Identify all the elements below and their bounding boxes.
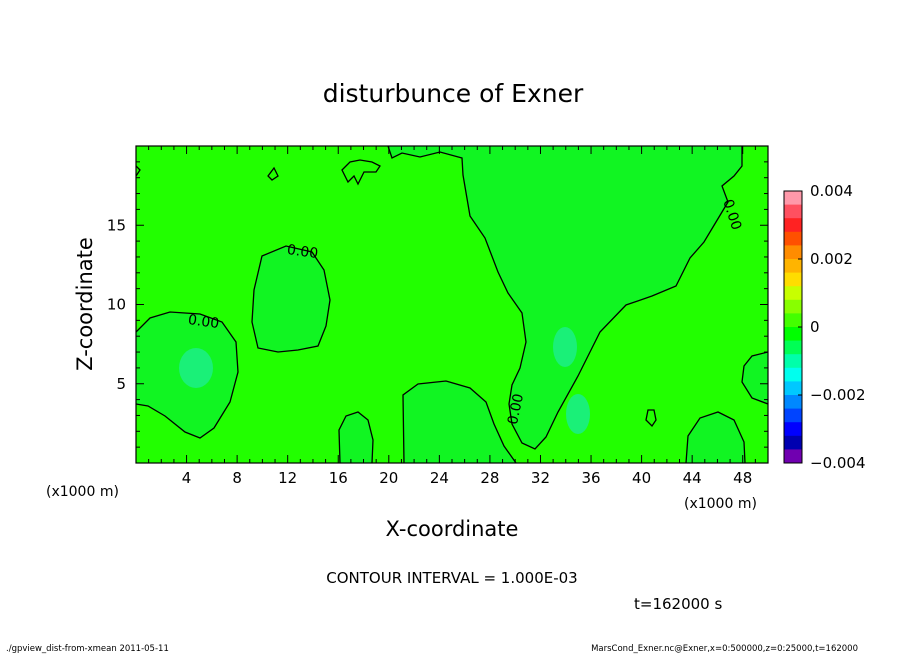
x-unit-label: (x1000 m)	[684, 496, 757, 512]
x-tick-label: 12	[278, 469, 297, 487]
chart-title: disturbunce of Exner	[323, 79, 584, 108]
colorbar-label: −0.004	[810, 454, 866, 472]
colorbar-cells	[784, 191, 802, 464]
negative-region-bottom-2	[403, 381, 516, 463]
colorbar-cell	[784, 327, 802, 342]
y-unit-label: (x1000 m)	[46, 484, 119, 500]
minimum-blob-center-lower	[566, 394, 590, 434]
minimum-blob-left	[179, 348, 213, 388]
contour-top-wiggle	[341, 159, 381, 186]
x-tick-label: 28	[480, 469, 499, 487]
colorbar-cell	[784, 286, 802, 301]
colorbar-cell	[784, 449, 802, 464]
colorbar-cell	[784, 340, 802, 355]
x-tick-label: 4	[182, 469, 192, 487]
colorbar-cell	[784, 218, 802, 233]
colorbar-cell	[784, 272, 802, 287]
y-axis-label: Z-coordinate	[73, 237, 97, 371]
negative-region-upper	[252, 246, 330, 352]
x-tick-label: 40	[632, 469, 651, 487]
colorbar-cell	[784, 435, 802, 450]
x-tick-label: 44	[683, 469, 702, 487]
x-tick-labels: 4 8 12 16 20 24 28 32 36 40 44 48	[182, 469, 752, 487]
colorbar-cell	[784, 408, 802, 423]
colorbar-cell	[784, 245, 802, 260]
contour-label-3: 0.00	[505, 392, 527, 426]
negative-region-bottom-3	[686, 412, 745, 463]
contour-upper	[251, 245, 331, 353]
colorbar-cell	[784, 191, 802, 206]
contour-bottom-1	[338, 411, 374, 463]
contour-small-loop	[645, 409, 657, 428]
x-tick-label: 48	[733, 469, 752, 487]
colorbar-label: −0.002	[810, 386, 866, 404]
colorbar-cell	[784, 313, 802, 328]
colorbar-cell	[784, 204, 802, 219]
x-tick-marks	[148, 146, 756, 463]
colorbar-cell	[784, 231, 802, 246]
colorbar-cell	[784, 367, 802, 382]
footer-left: ./gpview_dist-from-xmean 2011-05-11	[6, 644, 169, 654]
colorbar-cell	[784, 354, 802, 369]
colorbar-cell	[784, 259, 802, 274]
contour-right	[741, 351, 768, 405]
time-text: t=162000 s	[634, 595, 722, 613]
colorbar-label: 0.004	[810, 182, 853, 200]
x-tick-label: 24	[430, 469, 449, 487]
contour-left-edge	[136, 165, 141, 177]
colorbar-cell	[784, 422, 802, 437]
x-tick-label: 36	[581, 469, 600, 487]
y-tick-label: 15	[107, 216, 126, 234]
contour-bottom-2	[402, 380, 517, 463]
colorbar-cell	[784, 395, 802, 410]
y-tick-label: 10	[107, 296, 126, 314]
colorbar-cell	[784, 381, 802, 396]
colorbar-labels: 0.004 0.002 0 −0.002 −0.004	[810, 182, 866, 472]
contour-interval-text: CONTOUR INTERVAL = 1.000E-03	[326, 569, 577, 587]
colorbar-tick-marks	[798, 190, 802, 464]
colorbar-label: 0.002	[810, 250, 853, 268]
contour-label-1: 0.00	[286, 242, 319, 262]
x-tick-label: 20	[379, 469, 398, 487]
negative-region-right	[742, 352, 768, 404]
footer-right: MarsCond_Exner.nc@Exner,x=0:500000,z=0:2…	[591, 644, 858, 654]
colorbar: 0.004 0.002 0 −0.002 −0.004	[783, 182, 866, 472]
x-tick-label: 16	[329, 469, 348, 487]
x-tick-label: 32	[531, 469, 550, 487]
contour-label-2: 0.00	[187, 312, 220, 332]
y-tick-label: 5	[116, 375, 126, 393]
contour-top-wiggle-2	[267, 166, 279, 181]
contour-left	[136, 311, 239, 439]
contour-bottom-3	[685, 411, 746, 463]
x-tick-label: 8	[232, 469, 242, 487]
negative-region-center	[388, 146, 742, 449]
colorbar-label: 0	[810, 318, 820, 336]
y-tick-marks	[136, 161, 768, 448]
negative-region-bottom-1	[339, 412, 373, 463]
plot-area	[135, 145, 769, 464]
x-axis-label: X-coordinate	[386, 517, 519, 541]
y-tick-labels: 5 10 15	[107, 216, 126, 393]
minimum-blob-center-upper	[553, 327, 577, 367]
contour-center	[387, 146, 743, 450]
colorbar-cell	[784, 299, 802, 314]
